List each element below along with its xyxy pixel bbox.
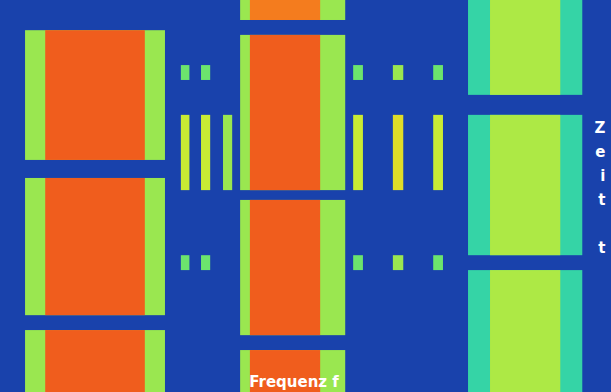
svg-text:t: t [598,191,605,209]
svg-text:i: i [600,167,605,185]
svg-text:t: t [598,239,605,257]
svg-text:Z: Z [595,119,606,137]
svg-text:Frequenz f: Frequenz f [249,373,339,391]
svg-text:e: e [595,143,605,161]
